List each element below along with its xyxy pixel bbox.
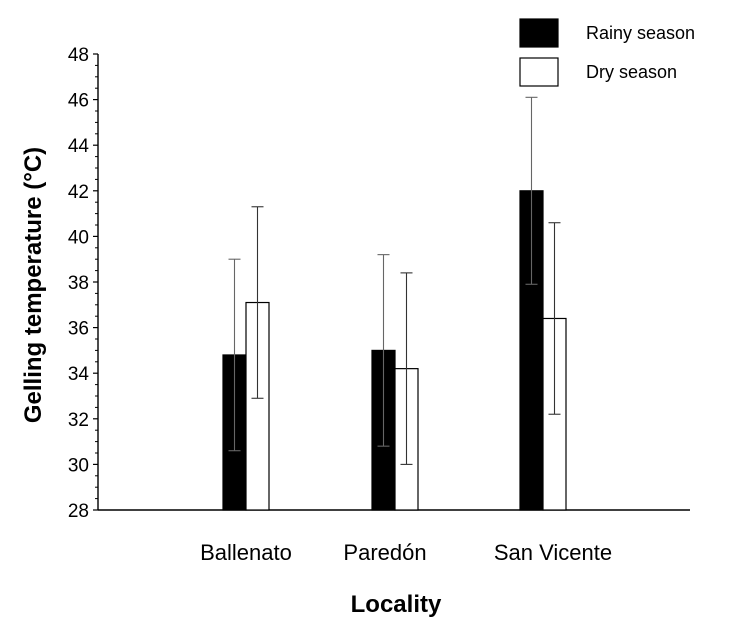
legend-swatch-rainy xyxy=(519,18,559,48)
y-tick-label: 34 xyxy=(68,364,90,385)
legend-swatch-dry xyxy=(519,57,559,87)
y-tick-label: 40 xyxy=(68,227,89,248)
y-tick-label: 42 xyxy=(68,182,89,203)
x-axis-title: Locality xyxy=(351,591,442,618)
category-label: San Vicente xyxy=(494,540,612,565)
y-axis-title: Gelling temperature (°C) xyxy=(20,147,47,423)
legend-label: Rainy season xyxy=(586,23,695,43)
y-tick-label: 32 xyxy=(68,410,89,431)
y-tick-label: 46 xyxy=(68,91,89,112)
legend-label: Dry season xyxy=(586,62,677,82)
category-label: Ballenato xyxy=(200,540,292,565)
y-tick-label: 38 xyxy=(68,273,89,294)
y-tick-label: 36 xyxy=(68,319,89,340)
labels: Ballenato Paredón San Vicente xyxy=(200,540,612,565)
error-bars xyxy=(228,96,561,465)
y-tick-label: 44 xyxy=(68,136,90,157)
y-tick-label: 48 xyxy=(68,45,89,66)
category-label: Paredón xyxy=(343,540,426,565)
y-tick-label: 30 xyxy=(68,455,89,476)
y-tick-label: 28 xyxy=(68,501,89,522)
axes: 28 30 32 34 36 38 40 42 44 46 48 xyxy=(68,45,690,522)
bars xyxy=(222,190,567,511)
legend: Rainy season Dry season xyxy=(519,18,695,87)
